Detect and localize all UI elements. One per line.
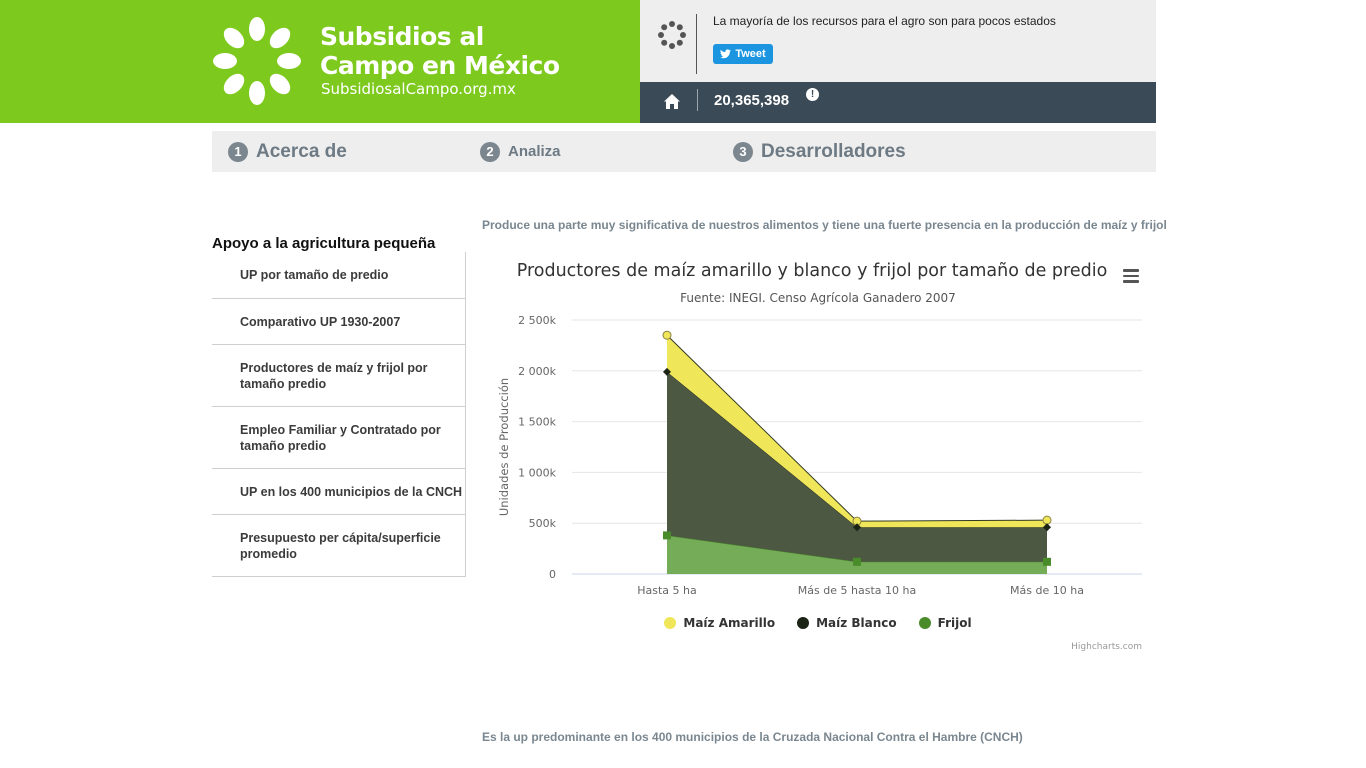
data-point-marker	[663, 531, 671, 540]
chart-title: Productores de maíz amarillo y blanco y …	[516, 261, 1108, 281]
area-chart: Productores de maíz amarillo y blanco y …	[482, 252, 1154, 654]
nav-item-acerca[interactable]: 1 Acerca de	[228, 131, 347, 172]
brand-header	[0, 0, 640, 123]
data-point-marker	[853, 557, 861, 566]
logo-title[interactable]: Subsidios al Campo en México	[320, 22, 560, 80]
logo-url[interactable]: SubsidiosalCampo.org.mx	[321, 80, 516, 98]
legend-marker-icon	[918, 617, 931, 629]
nav-label: Acerca de	[256, 140, 347, 162]
x-tick-label: Más de 10 ha	[1010, 584, 1084, 597]
y-tick-label: 0	[549, 568, 556, 581]
legend-marker-icon	[664, 617, 677, 629]
data-point-marker	[1043, 523, 1051, 532]
legend-item[interactable]: Frijol	[918, 616, 972, 630]
main-nav: 1 Acerca de 2 Analiza 3 Desarrolladores	[212, 131, 1156, 172]
legend-label: Frijol	[937, 616, 972, 630]
alert-icon[interactable]: !	[806, 88, 819, 101]
sidebar-item-empleo[interactable]: Empleo Familiar y Contratado por tamaño …	[212, 407, 465, 469]
nav-label: Desarrolladores	[761, 140, 906, 162]
series-area	[667, 535, 1047, 574]
home-icon[interactable]	[663, 93, 681, 111]
flower-logo-icon[interactable]	[212, 16, 302, 106]
sidebar-item-cnch[interactable]: UP en los 400 municipios de la CNCH	[212, 469, 465, 515]
nav-number-badge: 3	[733, 141, 753, 162]
y-tick-label: 500k	[529, 517, 557, 530]
x-tick-label: Hasta 5 ha	[637, 584, 697, 597]
sidebar-item-presupuesto[interactable]: Presupuesto per cápita/superficie promed…	[212, 515, 465, 577]
bottom-text: Es la up predominante en los 400 municip…	[482, 730, 1023, 744]
sidebar-item-productores[interactable]: Productores de maíz y frijol por tamaño …	[212, 345, 465, 407]
tweet-label: Tweet	[735, 48, 766, 60]
legend-item[interactable]: Maíz Amarillo	[664, 616, 775, 630]
data-point-marker	[1042, 515, 1052, 525]
tweet-button[interactable]: Tweet	[713, 44, 773, 64]
logo-title-line1: Subsidios al	[320, 22, 484, 51]
twitter-bird-icon	[720, 49, 732, 59]
counter-divider	[697, 89, 698, 111]
tagline-panel	[640, 0, 1156, 82]
y-tick-label: 2 000k	[518, 365, 556, 378]
series-area	[667, 335, 1047, 528]
counter-value: 20,365,398	[714, 92, 790, 109]
nav-item-desarrolladores[interactable]: 3 Desarrolladores	[733, 131, 906, 172]
legend-label: Maíz Blanco	[816, 616, 897, 630]
nav-number-badge: 1	[228, 141, 248, 162]
spinner-icon	[658, 21, 686, 49]
y-tick-label: 1 500k	[518, 416, 556, 429]
y-axis-title: Unidades de Producción	[497, 378, 511, 516]
legend-label: Maíz Amarillo	[683, 616, 776, 630]
sidebar-menu: UP por tamaño de predio Comparativo UP 1…	[212, 252, 466, 577]
sidebar-section-title: Apoyo a la agricultura pequeña	[212, 235, 436, 252]
data-point-marker	[853, 523, 861, 532]
legend-item[interactable]: Maíz Blanco	[797, 616, 897, 630]
nav-label: Analiza	[508, 143, 561, 160]
sidebar-item-comparativo[interactable]: Comparativo UP 1930-2007	[212, 299, 465, 345]
y-tick-label: 2 500k	[518, 314, 556, 327]
legend-marker-icon	[797, 617, 810, 629]
chart-menu-icon[interactable]	[1123, 269, 1139, 283]
tagline-text: La mayoría de los recursos para el agro …	[713, 14, 1056, 28]
chart-credits[interactable]: Highcharts.com	[1071, 642, 1142, 652]
data-point-marker	[1043, 557, 1051, 566]
chart-subtitle: Fuente: INEGI. Censo Agrícola Ganadero 2…	[680, 291, 956, 305]
nav-number-badge: 2	[480, 141, 500, 162]
x-tick-label: Más de 5 hasta 10 ha	[798, 584, 916, 597]
y-tick-label: 1 000k	[518, 466, 556, 479]
series-area	[667, 371, 1047, 562]
header-divider	[696, 14, 697, 74]
chart-plot: 0 500k 1 000k 1 500k 2 000k 2 500k Unidades de…	[497, 314, 1142, 597]
data-point-marker	[662, 330, 672, 340]
sidebar-item-up-tamano[interactable]: UP por tamaño de predio	[212, 252, 465, 299]
logo-title-line2: Campo en México	[320, 51, 560, 80]
data-point-marker	[663, 367, 671, 376]
chart-legend: Maíz Amarillo Maíz Blanco Frijol	[482, 616, 1154, 630]
lead-text: Produce una parte muy significativa de n…	[482, 218, 1167, 232]
nav-item-analiza[interactable]: 2 Analiza	[480, 131, 561, 172]
counter-bar	[640, 82, 1156, 123]
